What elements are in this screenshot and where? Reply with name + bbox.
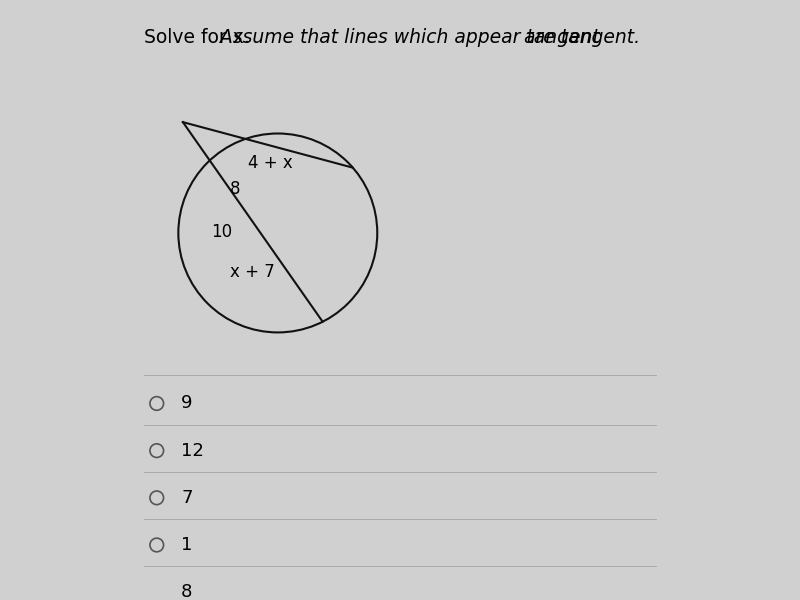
Text: 1: 1 <box>181 536 193 554</box>
Circle shape <box>150 586 163 599</box>
Text: 12: 12 <box>181 442 204 460</box>
Text: 10: 10 <box>211 223 233 241</box>
Text: 9: 9 <box>181 394 193 412</box>
Text: 7: 7 <box>181 489 193 507</box>
Text: 8: 8 <box>230 180 241 198</box>
Text: x + 7: x + 7 <box>230 263 274 281</box>
Text: are tangent.: are tangent. <box>524 28 640 47</box>
Text: Assume that lines which appear tangent: Assume that lines which appear tangent <box>220 28 606 47</box>
Text: 8: 8 <box>181 583 193 600</box>
Text: 4 + x: 4 + x <box>248 154 293 172</box>
Text: Solve for x.: Solve for x. <box>144 28 256 47</box>
